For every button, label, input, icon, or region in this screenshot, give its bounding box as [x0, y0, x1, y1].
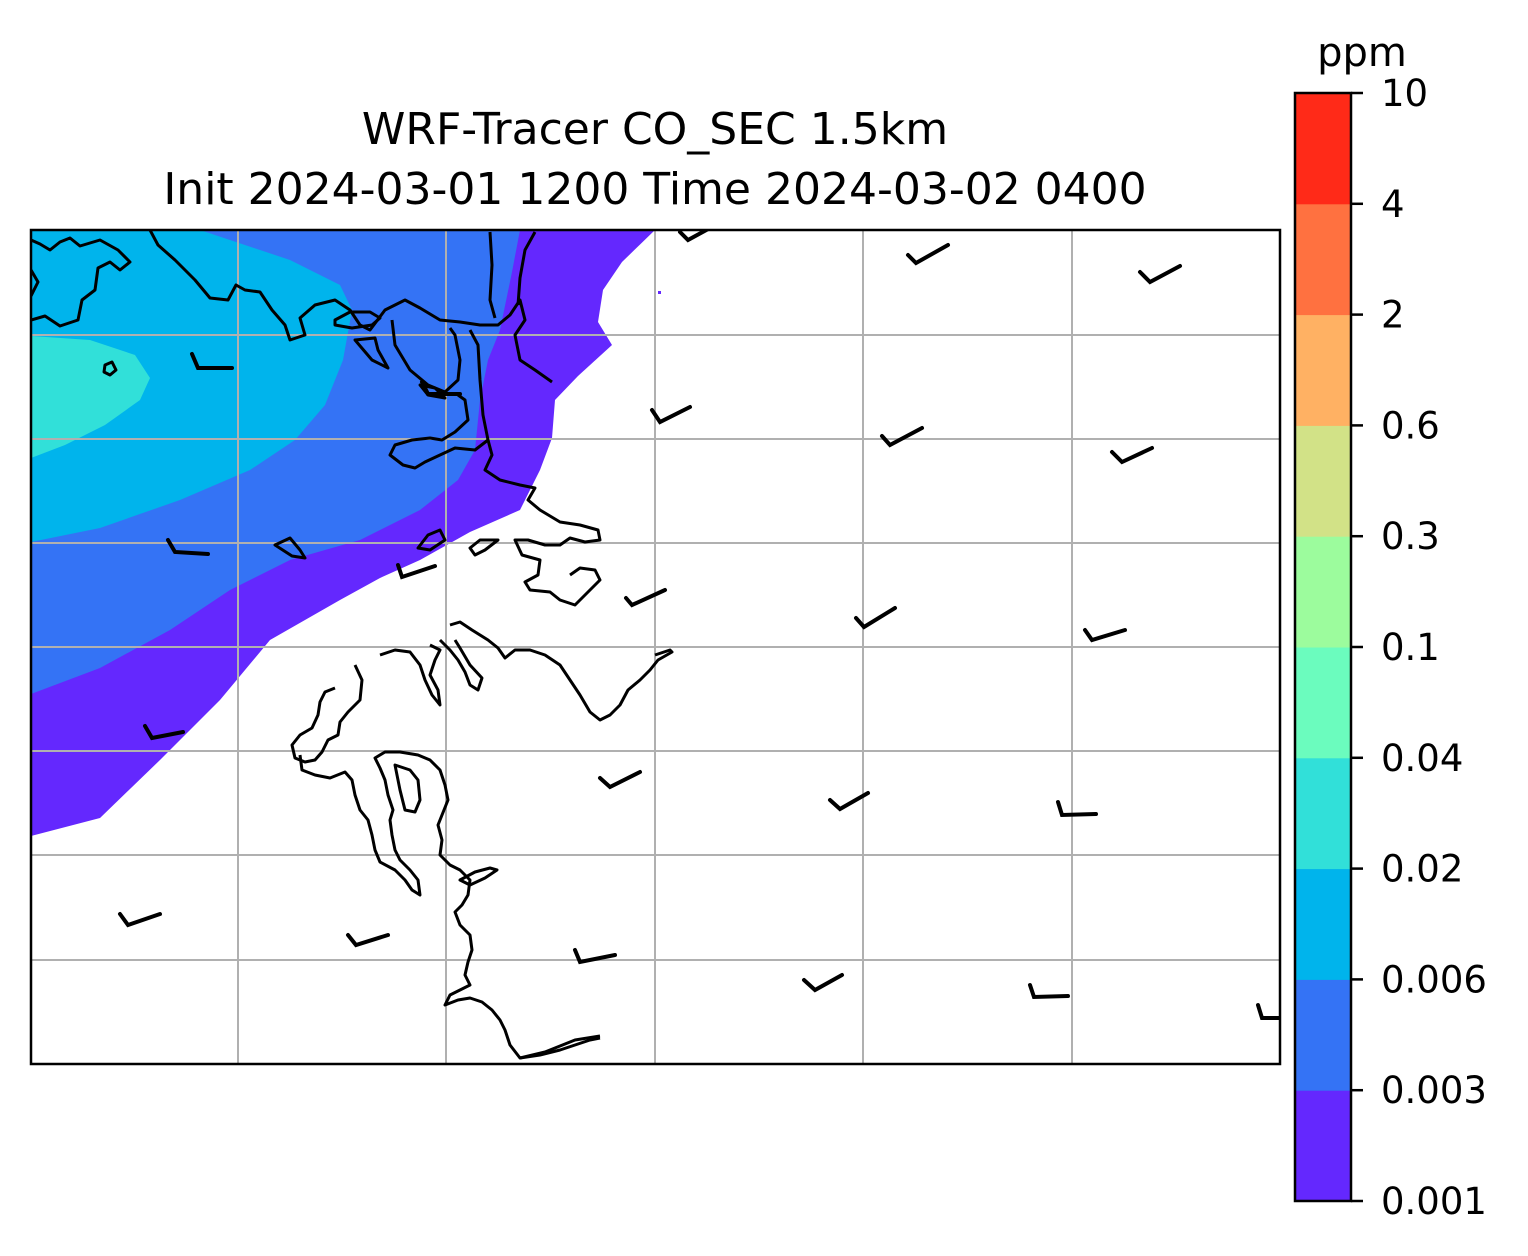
wind-barb: [650, 405, 692, 425]
colorbar-band-3: [1295, 757, 1351, 870]
colorbar-tick-label: 0.001: [1381, 1180, 1487, 1223]
chart-title-line-1: WRF-Tracer CO_SEC 1.5km: [361, 104, 949, 155]
wind-barb: [143, 724, 185, 741]
wind-barb: [1028, 983, 1070, 1000]
colorbar-band-0: [1295, 1090, 1351, 1202]
wind-barb: [346, 933, 390, 948]
chart-title-line-2: Init 2024-03-01 1200 Time 2024-03-02 040…: [163, 164, 1147, 215]
colorbar-tick-label: 0.006: [1381, 958, 1487, 1001]
colorbar-band-7: [1295, 314, 1351, 426]
wind-barb: [624, 588, 667, 608]
colorbar-tick-label: 0.1: [1381, 626, 1440, 669]
wind-barb: [420, 380, 462, 396]
wind-barb: [573, 948, 617, 965]
wind-barb: [166, 538, 210, 556]
colorbar-tick-label: 0.003: [1381, 1069, 1487, 1112]
colorbar-tick-label: 0.6: [1381, 404, 1440, 447]
colorbar-tick-label: 10: [1381, 72, 1428, 115]
wind-barb: [906, 243, 950, 266]
wind-barb: [854, 606, 897, 630]
colorbar: 0.001 0.003 0.006 0.02 0.04 0.1 0.3 0.6 2 4 10 ppm: [1293, 30, 1487, 1223]
wind-barb: [118, 912, 162, 928]
map-frame: [29, 228, 1282, 1066]
colorbar-band-8: [1295, 203, 1351, 316]
wind-barb: [1083, 628, 1127, 643]
wind-barb: [1256, 1003, 1280, 1020]
colorbar-band-2: [1295, 868, 1351, 980]
wind-barb: [190, 352, 234, 370]
colorbar-band-9: [1295, 93, 1351, 205]
colorbar-tick-label: 0.3: [1381, 515, 1440, 558]
colorbar-tick-label: 4: [1381, 183, 1405, 226]
map-panel: [31, 230, 1280, 1064]
wind-barb: [1138, 264, 1182, 285]
colorbar-band-5: [1295, 536, 1351, 648]
wind-barb: [1056, 800, 1098, 818]
colorbar-band-6: [1295, 425, 1351, 537]
wind-barb: [598, 770, 642, 790]
wind-barb: [678, 230, 711, 243]
colorbar-tick-label: 0.04: [1381, 737, 1463, 780]
colorbar-tick-label: 2: [1381, 294, 1405, 337]
contour-speck: [658, 291, 661, 294]
colorbar-unit-label: ppm: [1317, 30, 1407, 76]
contour-fill-0.02: [31, 336, 150, 458]
wind-barb: [802, 973, 844, 993]
colorbar-band-1: [1295, 979, 1351, 1091]
colorbar-tick-label: 0.02: [1381, 848, 1463, 891]
wind-barb: [1110, 446, 1154, 465]
wind-barb: [880, 426, 924, 448]
colorbar-band-4: [1295, 647, 1351, 759]
wind-barbs: [118, 230, 1280, 1020]
wind-barb: [828, 791, 870, 812]
wind-barb: [396, 563, 437, 580]
